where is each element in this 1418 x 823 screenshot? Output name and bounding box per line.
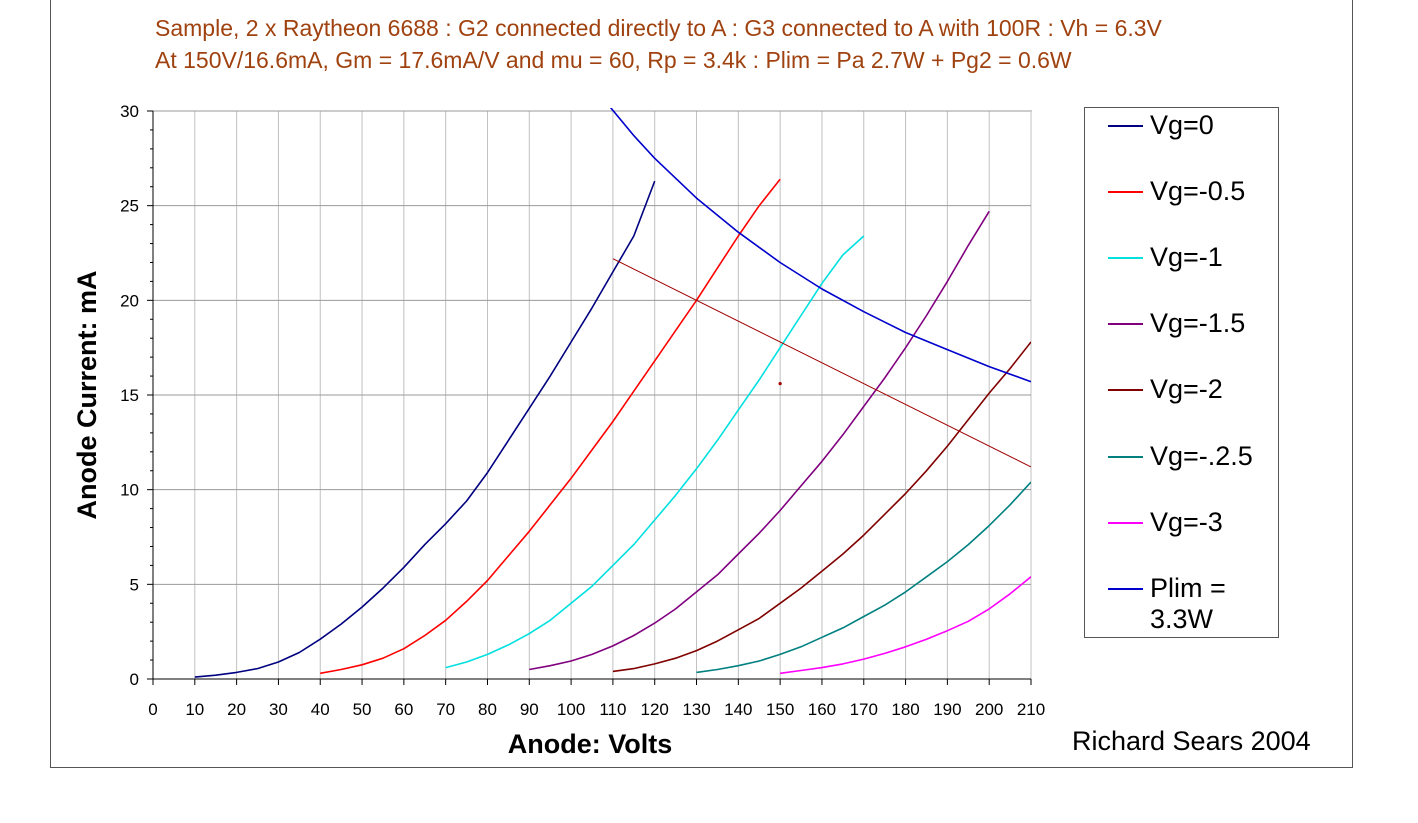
x-tick-label: 160 xyxy=(808,700,836,719)
series-line-6 xyxy=(779,576,1031,675)
x-tick-label: 70 xyxy=(436,700,455,719)
grid-lines xyxy=(153,110,1032,679)
x-tick-label: 170 xyxy=(850,700,878,719)
x-tick-label: 80 xyxy=(478,700,497,719)
y-tick-label: 10 xyxy=(120,481,139,500)
y-tick-label: 0 xyxy=(130,670,139,689)
series-line-2 xyxy=(445,235,865,669)
x-tick-label: 110 xyxy=(599,700,626,719)
y-tick-label: 30 xyxy=(120,102,139,121)
x-tick-label: 210 xyxy=(1017,700,1045,719)
axis-ticks: 0 10 20 30 40 50 60 70 80 90 100 110 120 130 140 150 160… xyxy=(120,102,1045,719)
chart-frame xyxy=(50,0,1353,768)
series-line-0 xyxy=(194,180,656,678)
legend-label: Vg=-0.5 xyxy=(1150,176,1246,207)
legend-item: Vg=-2 xyxy=(1085,372,1280,432)
x-tick-label: 0 xyxy=(148,700,157,719)
series-line-4 xyxy=(612,341,1031,673)
y-tick-label: 15 xyxy=(120,386,139,405)
author-credit: Richard Sears 2004 xyxy=(1072,726,1311,756)
y-tick-label: 25 xyxy=(120,197,139,216)
x-tick-label: 190 xyxy=(933,700,961,719)
series-line-1 xyxy=(320,178,781,675)
legend-swatch xyxy=(1108,587,1143,590)
legend-label: Vg=-2 xyxy=(1150,374,1223,405)
x-tick-label: 120 xyxy=(641,700,669,719)
x-tick-label: 130 xyxy=(682,700,710,719)
legend-label: Plim = 3.3W xyxy=(1150,572,1226,634)
legend-item: Vg=-1.5 xyxy=(1085,306,1280,366)
x-tick-label: 180 xyxy=(891,700,919,719)
x-tick-label: 90 xyxy=(520,700,539,719)
legend-swatch xyxy=(1108,389,1143,392)
x-tick-label: 40 xyxy=(311,700,330,719)
x-tick-label: 10 xyxy=(185,700,204,719)
x-tick-label: 200 xyxy=(975,700,1003,719)
x-tick-label: 100 xyxy=(557,700,585,719)
series-line-7 xyxy=(609,108,1031,383)
legend-swatch xyxy=(1108,257,1143,260)
series-layer xyxy=(194,108,1031,678)
legend-swatch xyxy=(1108,455,1143,458)
y-tick-label: 20 xyxy=(120,291,139,310)
x-tick-label: 50 xyxy=(353,700,372,719)
chart-subtitle: At 150V/16.6mA, Gm = 17.6mA/V and mu = 6… xyxy=(155,47,1072,73)
y-axis-title: Anode Current: mA xyxy=(72,271,102,520)
legend-label: Vg=-1.5 xyxy=(1150,308,1246,339)
x-tick-label: 30 xyxy=(269,700,288,719)
series-line-3 xyxy=(529,210,990,671)
legend-item: Plim = 3.3W xyxy=(1085,571,1280,634)
legend-item: Vg=-3 xyxy=(1085,505,1280,565)
legend-swatch xyxy=(1108,191,1143,194)
chart-legend: Vg=0 Vg=-0.5 Vg=-1 Vg=-1.5 Vg=-2 Vg=-.2.5 Vg=-… xyxy=(1084,107,1279,638)
legend-item: Vg=-1 xyxy=(1085,240,1280,300)
y-tick-label: 5 xyxy=(130,575,139,594)
legend-item: Vg=-0.5 xyxy=(1085,174,1280,234)
x-axis-title: Anode: Volts xyxy=(508,729,673,759)
legend-label: Vg=-3 xyxy=(1150,506,1223,537)
legend-item: Vg=-.2.5 xyxy=(1085,439,1280,499)
legend-item: Vg=0 xyxy=(1085,108,1280,168)
x-tick-label: 60 xyxy=(394,700,413,719)
legend-label: Vg=0 xyxy=(1150,110,1214,140)
legend-swatch xyxy=(1108,521,1143,524)
x-tick-label: 20 xyxy=(227,700,246,719)
series-line-5 xyxy=(696,481,1031,674)
x-tick-label: 150 xyxy=(766,700,794,719)
x-tick-label: 140 xyxy=(724,700,752,719)
operating-point-marker xyxy=(778,382,782,386)
legend-swatch xyxy=(1108,125,1143,127)
load-line xyxy=(612,258,1031,468)
chart-title: Sample, 2 x Raytheon 6688 : G2 connected… xyxy=(155,15,1162,41)
legend-swatch xyxy=(1108,323,1143,326)
legend-label: Vg=-1 xyxy=(1150,242,1223,273)
legend-label: Vg=-.2.5 xyxy=(1150,440,1253,471)
